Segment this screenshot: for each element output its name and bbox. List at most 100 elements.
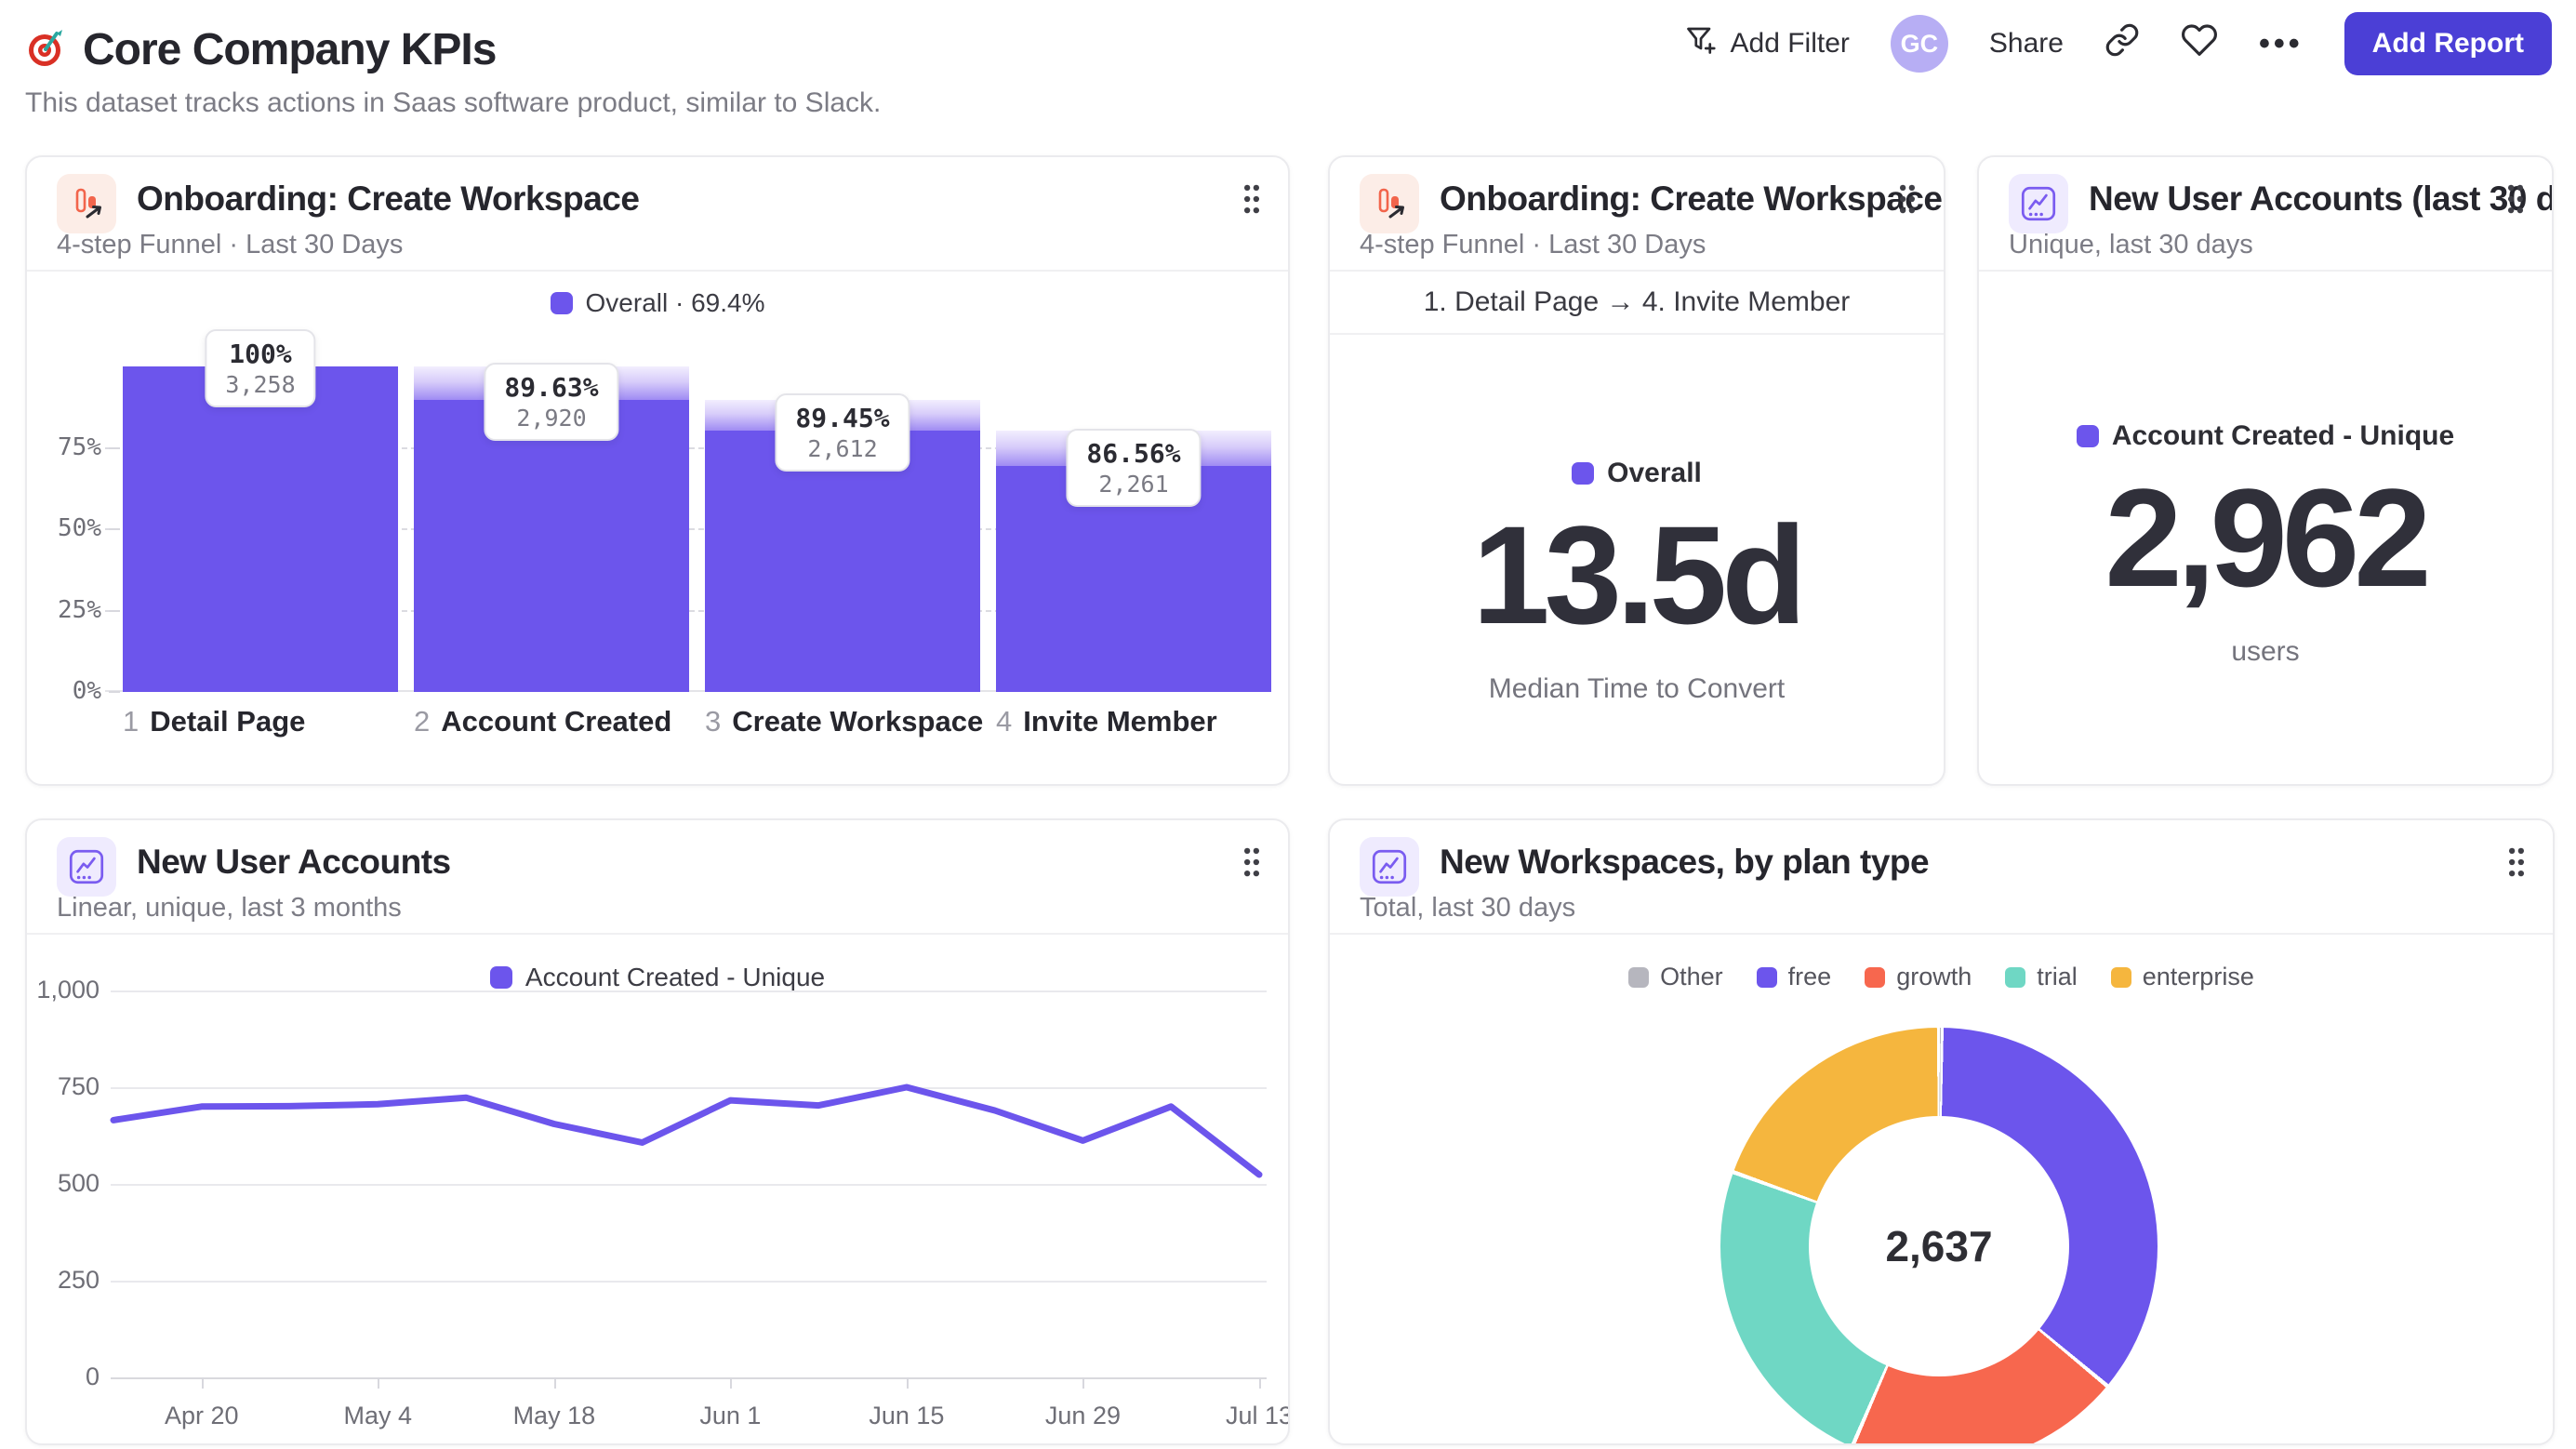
divider (27, 933, 1288, 935)
legend-item-growth[interactable]: growth (1865, 963, 1972, 991)
funnel-bar[interactable] (414, 400, 689, 692)
x-axis-label: Jul 13 (1225, 1402, 1290, 1429)
add-report-button[interactable]: Add Report (2344, 12, 2552, 75)
drag-handle-icon[interactable] (1897, 183, 1918, 219)
step-number: 4 (996, 705, 1013, 738)
trend-line-svg (110, 1083, 1263, 1178)
axis-tick (1082, 1377, 1085, 1389)
card-new-user-accounts-trend: New User Accounts Linear, unique, last 3… (25, 818, 1290, 1445)
chart-legend[interactable]: Overall (1330, 458, 1944, 489)
x-axis-label: May 4 (343, 1402, 413, 1429)
axis-tick (378, 1377, 380, 1389)
card-title: New User Accounts (137, 843, 451, 881)
card-new-user-accounts-30d: New User Accounts (last 30 days) Unique,… (1977, 155, 2554, 786)
funnel-bar[interactable] (123, 366, 398, 692)
drag-handle-icon[interactable] (1242, 846, 1262, 883)
user-avatar[interactable]: GC (1890, 15, 1948, 73)
dartboard-icon (25, 26, 68, 73)
legend-item-free[interactable]: free (1756, 963, 1831, 991)
funnel-step-label: 2 Account Created (414, 705, 671, 738)
gridline (111, 1377, 1267, 1379)
converted-count: 2,261 (1098, 471, 1169, 499)
funnel-step-label: 1 Detail Page (123, 705, 305, 738)
page-title: Core Company KPIs (83, 25, 497, 74)
gridline (111, 1087, 1267, 1089)
y-axis-label: 0 (85, 1363, 100, 1390)
legend-swatch (489, 966, 512, 989)
legend-label: trial (2037, 963, 2078, 990)
legend-item-other[interactable]: Other (1628, 963, 1723, 991)
chart-legend[interactable]: Account Created - Unique (27, 963, 1288, 992)
card-subtitle: 4-step Funnel · Last 30 Days (1360, 230, 1706, 259)
legend-label: Account Created - Unique (524, 963, 826, 991)
page-header: Core Company KPIs This dataset tracks ac… (0, 0, 2576, 147)
chart-legend: Other free growth trial enterprise (1330, 963, 2553, 991)
x-axis-label: Apr 20 (164, 1402, 239, 1429)
add-filter-button[interactable]: Add Filter (1684, 23, 1850, 64)
drag-handle-icon[interactable] (2506, 846, 2527, 883)
legend-swatch (550, 292, 573, 314)
funnel-value-tooltip: 89.63% 2,920 (484, 363, 619, 442)
legend-item-enterprise[interactable]: enterprise (2110, 963, 2254, 991)
axis-tick (109, 446, 120, 449)
divider (1979, 270, 2552, 272)
more-options-button[interactable]: ••• (2258, 25, 2304, 61)
y-axis-label: 750 (57, 1072, 100, 1100)
metric-value: 2,962 (2105, 459, 2431, 616)
divider (1330, 933, 2553, 935)
y-axis-label: 250 (57, 1266, 100, 1294)
chart-legend[interactable]: Overall · 69.4% (27, 288, 1288, 318)
gridline (111, 1184, 1267, 1186)
converted-count: 3,258 (225, 371, 296, 398)
x-axis-label: Jun 29 (1044, 1402, 1121, 1429)
axis-tick (109, 609, 120, 612)
insights-chart-icon (2009, 174, 2068, 233)
axis-tick (109, 528, 120, 530)
legend-swatch (2110, 966, 2131, 988)
step-number: 2 (414, 705, 431, 738)
legend-label: Overall (1607, 458, 1702, 488)
y-axis-label: 1,000 (36, 976, 100, 1004)
heart-icon (2181, 21, 2218, 66)
link-icon (2105, 22, 2140, 65)
drag-handle-icon[interactable] (1242, 183, 1262, 219)
converted-count: 2,920 (516, 405, 587, 432)
divider (27, 270, 1288, 272)
favorite-button[interactable] (2181, 21, 2218, 66)
conversion-percent: 100% (229, 339, 292, 369)
donut-total-value: 2,637 (1885, 1222, 1993, 1270)
legend-item-trial[interactable]: trial (2005, 963, 2078, 991)
share-button[interactable]: Share (1988, 28, 2064, 59)
legend-label: Overall · 69.4% (585, 288, 765, 317)
card-subtitle: Linear, unique, last 3 months (57, 893, 402, 923)
copy-link-button[interactable] (2105, 22, 2140, 65)
divider (1330, 270, 1944, 272)
legend-swatch (1865, 966, 1886, 988)
funnel-step-label: 3 Create Workspace (705, 705, 983, 738)
insights-chart-icon (1360, 837, 1419, 897)
funnel-value-tooltip: 86.56% 2,261 (1066, 429, 1202, 508)
axis-tick (201, 1377, 204, 1389)
card-time-to-convert: Onboarding: Create Workspace 4-step Funn… (1328, 155, 1945, 786)
y-axis-label: 75% (58, 432, 101, 461)
step-number: 1 (123, 705, 139, 738)
step-number: 3 (705, 705, 722, 738)
card-title: New User Accounts (last 30 days) (2089, 179, 2552, 218)
insights-chart-icon (57, 837, 116, 897)
legend-label: enterprise (2142, 963, 2254, 990)
trend-line[interactable] (110, 1083, 1263, 1178)
axis-tick (109, 691, 120, 693)
funnel-step-range[interactable]: 1. Detail Page → 4. Invite Member (1330, 272, 1944, 335)
x-axis-label: May 18 (512, 1402, 596, 1429)
page-subtitle: This dataset tracks actions in Saas soft… (25, 87, 882, 118)
conversion-percent: 89.63% (504, 372, 599, 404)
drag-handle-icon[interactable] (2505, 183, 2526, 219)
metric-caption: Median Time to Convert (1488, 673, 1786, 704)
converted-count: 2,612 (807, 435, 878, 463)
card-subtitle: Total, last 30 days (1360, 893, 1576, 923)
chart-legend[interactable]: Account Created - Unique (1979, 420, 2552, 452)
funnel-value-tooltip: 100% 3,258 (205, 329, 316, 407)
funnel-step-label: 4 Invite Member (996, 705, 1217, 738)
legend-label: Other (1660, 963, 1723, 990)
funnel-bar[interactable] (705, 431, 980, 692)
